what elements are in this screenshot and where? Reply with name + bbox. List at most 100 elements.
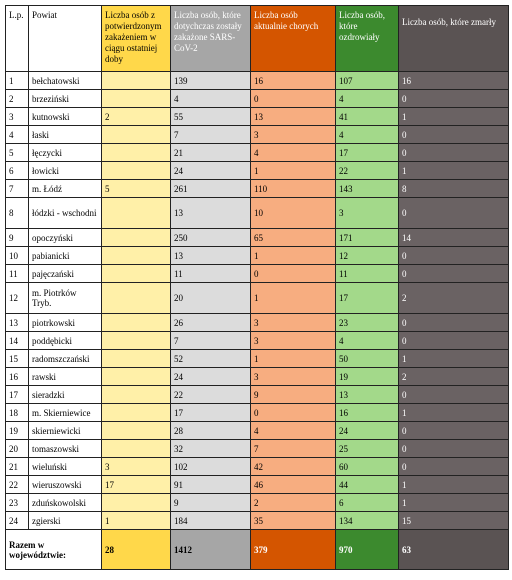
table-cell: 0 (398, 331, 509, 350)
table-cell: 110 (250, 179, 336, 198)
table-cell: 15 (398, 511, 509, 530)
table-row: 2 brzeziński 4 0 4 0 (5, 89, 509, 108)
table-cell: 261 (170, 179, 251, 198)
table-cell: 50 (335, 349, 399, 368)
header-cell: Powiat (28, 5, 102, 72)
table-cell: 3 (250, 313, 336, 332)
table-cell: 102 (170, 457, 251, 476)
table-cell: 52 (170, 349, 251, 368)
table-cell: 6 (5, 161, 29, 180)
table-cell: 0 (398, 197, 509, 229)
table-cell: 4 (335, 89, 399, 108)
table-cell: 13 (170, 246, 251, 265)
table-cell (101, 89, 171, 108)
table-row: 14 poddębicki 7 3 4 0 (5, 331, 509, 350)
table-cell: 4 (335, 331, 399, 350)
table-cell: 5 (101, 179, 171, 198)
table-cell (101, 161, 171, 180)
table-cell (101, 331, 171, 350)
table-cell: 1 (250, 246, 336, 265)
table-cell: 0 (398, 439, 509, 458)
table-cell: 8 (398, 179, 509, 198)
table-cell (101, 282, 171, 314)
table-cell: opoczyński (28, 228, 102, 247)
table-cell: sieradzki (28, 385, 102, 404)
table-cell: pabianicki (28, 246, 102, 265)
table-cell: 0 (250, 264, 336, 283)
table-cell: 1 (398, 107, 509, 126)
table-cell: 4 (5, 125, 29, 144)
table-cell: 24 (170, 161, 251, 180)
table-cell: 1 (250, 282, 336, 314)
table-row: 18 m. Skierniewice 17 0 16 1 (5, 403, 509, 422)
table-cell (101, 421, 171, 440)
table-cell: 14 (5, 331, 29, 350)
table-cell: 7 (250, 439, 336, 458)
table-cell (101, 493, 171, 512)
table-cell: 3 (335, 197, 399, 229)
table-header: L.p. Powiat Liczba osób z potwierdzonym za… (5, 5, 509, 72)
table-row: 24 zgierski 1 184 35 134 15 (5, 511, 509, 530)
table-row: 7 m. Łódź 5 261 110 143 8 (5, 179, 509, 198)
total-value: 28 (101, 529, 171, 570)
table-cell: 25 (335, 439, 399, 458)
table-cell: 17 (101, 475, 171, 494)
table-cell: 13 (250, 107, 336, 126)
table-cell: 9 (5, 228, 29, 247)
table-cell: 2 (101, 107, 171, 126)
table-cell: 11 (5, 264, 29, 283)
table-row: 16 rawski 24 3 19 2 (5, 367, 509, 386)
table-cell (101, 403, 171, 422)
table-cell: skierniewicki (28, 421, 102, 440)
table-cell: 28 (170, 421, 251, 440)
table-cell: pajęczański (28, 264, 102, 283)
table-cell (101, 313, 171, 332)
header-cell: Liczba osób aktualnie chorych (250, 5, 336, 72)
table-cell: 21 (170, 143, 251, 162)
table-cell: 55 (170, 107, 251, 126)
total-value: 379 (250, 529, 336, 570)
table-cell: tomaszowski (28, 439, 102, 458)
table-cell: 21 (5, 457, 29, 476)
table-row: 4 łaski 7 3 4 0 (5, 125, 509, 144)
table-row: 20 tomaszowski 32 7 25 0 (5, 439, 509, 458)
table-cell: 42 (250, 457, 336, 476)
table-cell: zduńskowolski (28, 493, 102, 512)
table-cell: m. Skierniewice (28, 403, 102, 422)
table-cell: 8 (5, 197, 29, 229)
table-row: 15 radomszczański 52 1 50 1 (5, 349, 509, 368)
table-cell: 1 (398, 161, 509, 180)
table-cell: rawski (28, 367, 102, 386)
data-table: L.p. Powiat Liczba osób z potwierdzonym za… (5, 5, 509, 570)
table-row: 6 łowicki 24 1 22 1 (5, 161, 509, 180)
table-row: 21 wieluński 3 102 42 60 0 (5, 457, 509, 476)
table-cell: 4 (335, 125, 399, 144)
table-cell: 6 (335, 493, 399, 512)
table-cell: m. Łódź (28, 179, 102, 198)
table-cell: 12 (335, 246, 399, 265)
table-cell: 24 (170, 367, 251, 386)
table-row: 8 łódzki - wschodni 13 10 3 0 (5, 197, 509, 229)
table-cell: 16 (250, 71, 336, 90)
table-cell: 23 (5, 493, 29, 512)
table-cell: 2 (5, 89, 29, 108)
table-cell (101, 71, 171, 90)
table-cell: 22 (335, 161, 399, 180)
table-row: 12 m. Piotrków Tryb. 20 1 17 2 (5, 282, 509, 314)
table-cell: 65 (250, 228, 336, 247)
total-value: 63 (398, 529, 509, 570)
table-cell: 7 (5, 179, 29, 198)
table-cell: 3 (250, 367, 336, 386)
table-cell: 0 (250, 403, 336, 422)
table-cell: 44 (335, 475, 399, 494)
table-cell: 1 (398, 475, 509, 494)
table-cell: 9 (170, 493, 251, 512)
header-cell: Liczba osób, które zmarły (398, 5, 509, 72)
table-row: 3 kutnowski 2 55 13 41 1 (5, 107, 509, 126)
table-cell: 0 (398, 125, 509, 144)
table-cell: 35 (250, 511, 336, 530)
table-cell: 12 (5, 282, 29, 314)
table-cell: 3 (101, 457, 171, 476)
table-footer: Razem w województwie: 28 1412 379 970 63 (5, 529, 509, 570)
table-cell: 139 (170, 71, 251, 90)
